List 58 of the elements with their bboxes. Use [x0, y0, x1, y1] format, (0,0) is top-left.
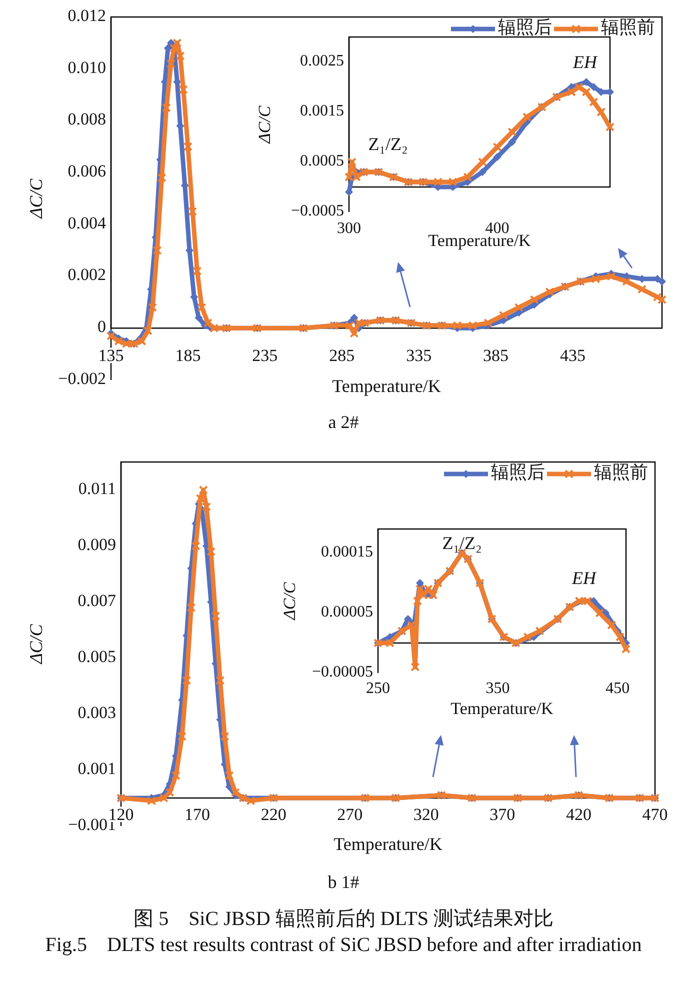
- y-tick-label: 0.007: [78, 590, 116, 610]
- x-tick-label: 285: [329, 346, 355, 366]
- x-tick-label: 235: [252, 346, 278, 366]
- caption: 图 5 SiC JBSD 辐照前后的 DLTS 测试结果对比: [132, 907, 554, 932]
- x-tick-label: 470: [642, 805, 668, 824]
- annotation: EH: [572, 52, 598, 72]
- caption: Fig.5 DLTS test results contrast of SiC JBSD before and after irradiation: [44, 933, 643, 958]
- text: b 1#: [326, 871, 360, 894]
- x-tick-label: 250: [366, 680, 390, 697]
- y-tick-label: 0.00005: [321, 604, 373, 621]
- legend-label: 辐照后: [491, 462, 545, 482]
- y-tick-label: 0.011: [78, 478, 116, 498]
- y-tick-label: −0.002: [58, 368, 106, 388]
- y-tick-label: 0.002: [68, 265, 106, 284]
- y-tick-label: 0.008: [68, 110, 106, 129]
- x-tick-label: 270: [337, 805, 363, 824]
- legend-label: 辐照后: [498, 17, 552, 38]
- x-tick-label: 370: [490, 805, 516, 824]
- y-tick-label: 0.0005: [300, 152, 344, 170]
- legend-label: 辐照前: [594, 462, 648, 482]
- y-tick-label: 0.0015: [300, 102, 344, 120]
- x-tick-label: 185: [175, 346, 201, 366]
- x-tick-label: 400: [485, 220, 510, 237]
- x-tick-label: 350: [486, 680, 510, 697]
- y-tick-label: 0.003: [78, 702, 116, 722]
- y-tick-label: 0.00015: [321, 544, 373, 561]
- y-tick-label: 0.006: [68, 161, 106, 180]
- y-axis-title: ΔC/C: [255, 105, 274, 144]
- x-tick-label: 450: [606, 680, 630, 697]
- x-axis-title: Temperature/K: [450, 699, 554, 718]
- y-tick-label: −0.00005: [312, 664, 373, 681]
- x-tick-label: 435: [560, 346, 586, 366]
- y-tick-label: 0.009: [78, 534, 116, 554]
- annotation: Z₁/Z₂: [442, 533, 482, 553]
- y-tick-label: 0.001: [78, 758, 116, 778]
- x-tick-label: 385: [483, 346, 509, 366]
- x-tick-label: 420: [566, 805, 592, 824]
- x-axis-title: Temperature/K: [332, 376, 441, 396]
- x-tick-label: 220: [260, 805, 286, 824]
- text: a 2#: [327, 411, 360, 434]
- legend-label: 辐照前: [601, 17, 655, 38]
- annotation: Z₁/Z₂: [368, 134, 408, 154]
- annotation: EH: [571, 568, 597, 588]
- y-tick-label: 0.010: [68, 58, 106, 77]
- x-tick-label: 170: [184, 805, 210, 824]
- y-tick-label: 0.004: [68, 213, 106, 232]
- x-axis-title: Temperature/K: [334, 834, 442, 854]
- x-tick-label: 335: [406, 346, 432, 366]
- y-axis-title: ΔC/C: [280, 582, 299, 621]
- x-tick-label: 320: [413, 805, 439, 824]
- y-tick-label: 0.012: [68, 6, 106, 25]
- y-axis-title: ΔC/C: [26, 623, 46, 665]
- y-tick-label: −0.0005: [290, 202, 344, 220]
- y-axis-title: ΔC/C: [26, 178, 46, 220]
- y-tick-label: 0: [98, 317, 106, 336]
- y-tick-label: 0.0025: [300, 52, 344, 70]
- y-tick-label: 0.005: [78, 646, 116, 666]
- x-tick-label: 300: [337, 220, 361, 237]
